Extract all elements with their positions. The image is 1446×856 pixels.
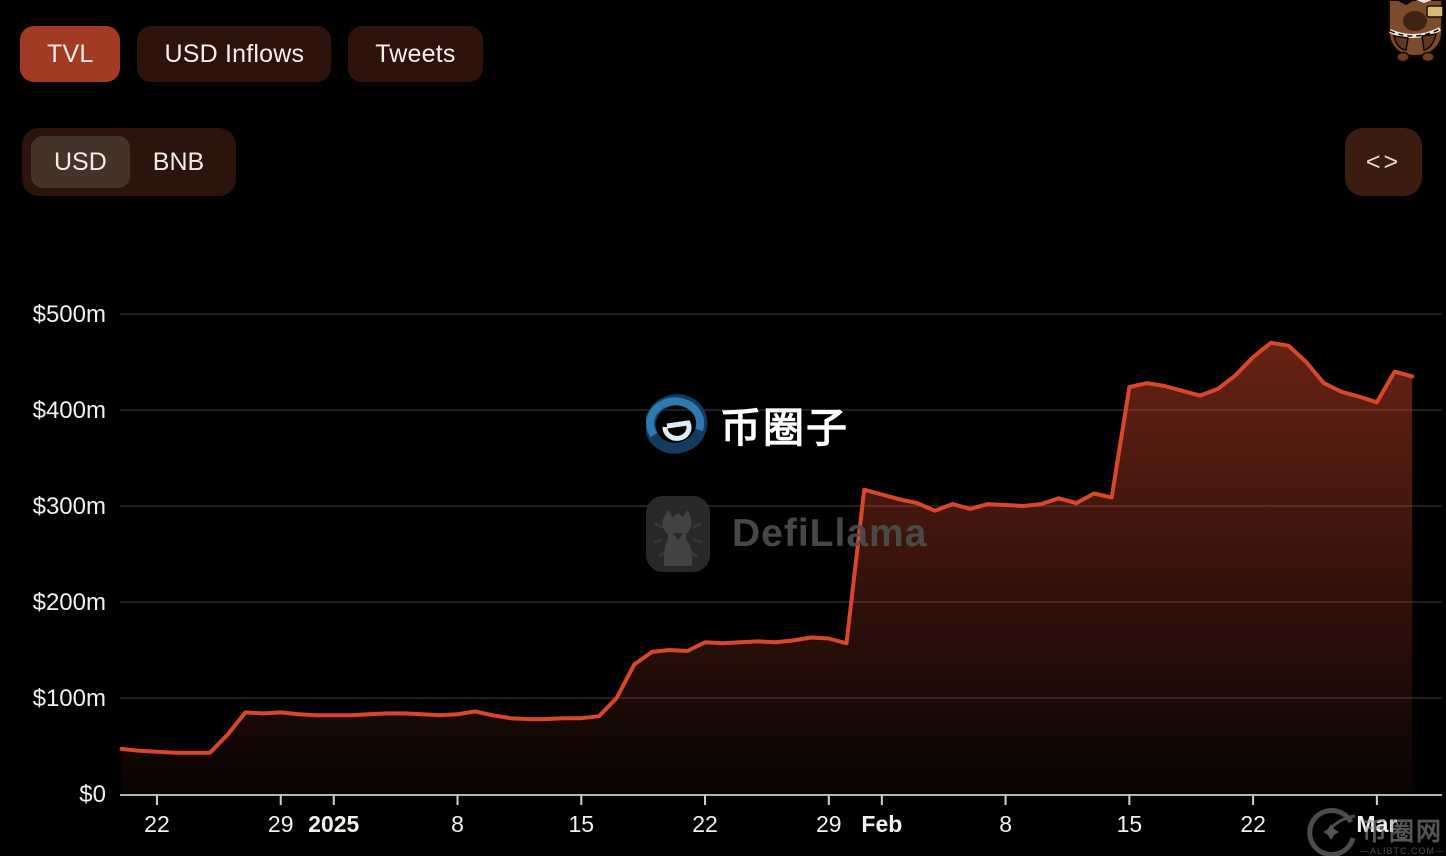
tab-tweets[interactable]: Tweets	[348, 26, 483, 82]
llama-mascot-icon	[1388, 0, 1444, 62]
x-tick-label: Feb	[861, 811, 902, 837]
center-watermark: 币圈子	[646, 394, 849, 454]
tvl-line	[119, 340, 1415, 755]
x-tick-label: 29	[268, 811, 294, 837]
defillama-llama-icon	[646, 496, 710, 572]
x-tick-label: 22	[1240, 811, 1266, 837]
y-tick-label: $300m	[33, 493, 106, 520]
y-tick-label: $400m	[33, 397, 106, 424]
x-tick-label: 29	[816, 811, 842, 837]
x-tick-label: 22	[692, 811, 718, 837]
corner-watermark-subtext: —ALIBTC.COM—	[1359, 846, 1445, 856]
y-tick-label: $200m	[33, 589, 106, 616]
currency-option-usd[interactable]: USD	[31, 136, 130, 188]
code-embed-icon: <>	[1365, 147, 1402, 176]
tab-tvl[interactable]: TVL	[20, 26, 121, 82]
corner-watermark-text: 币圈网	[1361, 817, 1443, 846]
biquanzi-logo-icon	[646, 394, 708, 454]
center-watermark-text: 币圈子	[720, 405, 849, 451]
x-tick-label: 22	[144, 811, 170, 837]
x-tick-label: 15	[568, 811, 594, 837]
tab-usd-inflows[interactable]: USD Inflows	[137, 26, 332, 82]
x-tick-label: 2025	[308, 811, 359, 837]
y-tick-label: $100m	[33, 685, 106, 712]
x-tick-label: 8	[999, 811, 1012, 837]
tvl-area-fill	[121, 342, 1413, 795]
currency-toggle: USD BNB	[22, 128, 237, 196]
chart-tabs: TVL USD Inflows Tweets	[20, 26, 483, 82]
y-tick-label: $0	[79, 781, 106, 808]
currency-option-bnb[interactable]: BNB	[152, 147, 205, 176]
defillama-watermark: DefiLlama	[646, 496, 927, 572]
x-tick-label: 15	[1117, 811, 1143, 837]
embed-code-button[interactable]: <>	[1345, 128, 1422, 196]
defillama-watermark-text: DefiLlama	[732, 512, 928, 555]
x-tick-label: 8	[451, 811, 464, 837]
corner-watermark: 币圈网 —ALIBTC.COM—	[1305, 804, 1445, 856]
y-tick-label: $500m	[33, 301, 106, 328]
x-tick-label: Mar	[1356, 811, 1397, 837]
coin-circle-logo-icon	[1307, 808, 1356, 856]
